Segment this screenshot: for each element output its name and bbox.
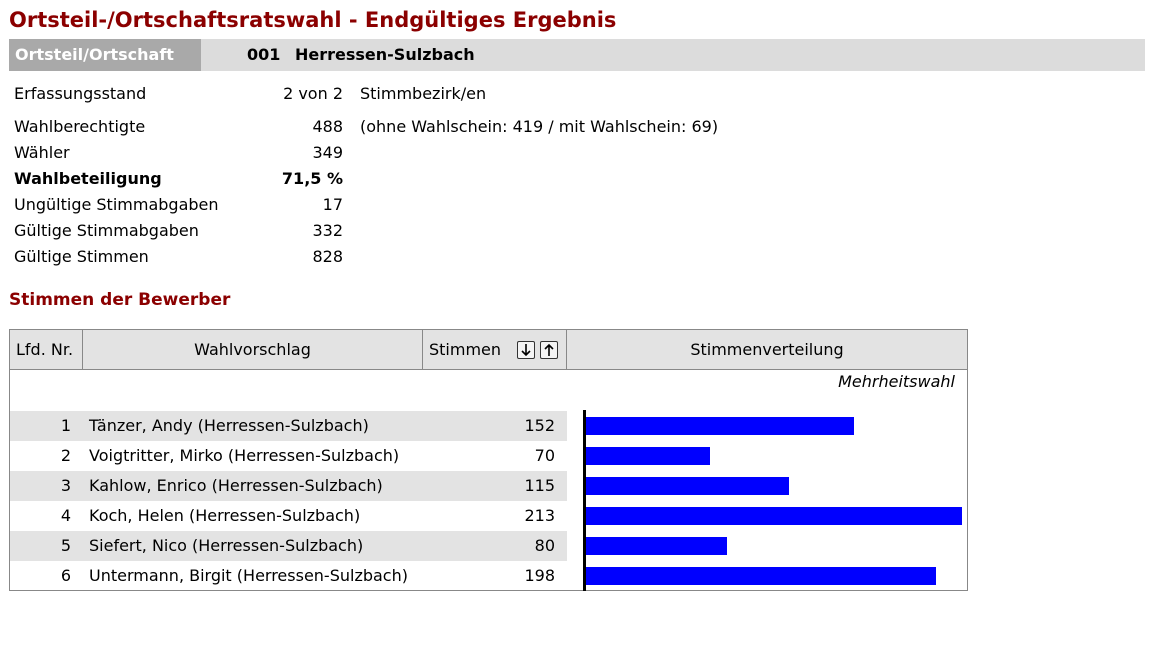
column-header-wahlvorschlag: Wahlvorschlag [83, 330, 423, 370]
stat-label-erfassungsstand: Erfassungsstand [14, 84, 147, 103]
row-number: 2 [60, 446, 71, 465]
row-number: 4 [60, 506, 71, 525]
vote-bar [586, 537, 727, 555]
vote-bar [586, 417, 854, 435]
table-row: 6 Untermann, Birgit (Herressen-Sulzbach)… [10, 561, 567, 591]
row-number: 5 [60, 536, 71, 555]
sort-descending-icon[interactable] [517, 341, 535, 359]
stat-value-wahlberechtigte: 488 [312, 117, 343, 136]
vote-bar [586, 567, 936, 585]
column-header-lfd: Lfd. Nr. [10, 330, 83, 370]
stat-value-gueltige-abgaben: 332 [312, 221, 343, 240]
section-title: Stimmen der Bewerber [9, 290, 231, 310]
district-name: Herressen-Sulzbach [295, 45, 475, 64]
vote-bar [586, 447, 710, 465]
stat-label-gueltige-abgaben: Gültige Stimmabgaben [14, 221, 199, 240]
stat-value-wahlbeteiligung: 71,5 % [281, 169, 343, 188]
candidate-name: Voigtritter, Mirko (Herressen-Sulzbach) [89, 446, 400, 465]
stat-value-erfassungsstand: 2 von 2 [283, 84, 343, 103]
stat-value-ungueltige: 17 [322, 195, 343, 214]
results-table: Lfd. Nr. Wahlvorschlag Stimmen Stimmenve… [9, 329, 968, 591]
candidate-name: Untermann, Birgit (Herressen-Sulzbach) [89, 566, 408, 585]
column-header-stimmen-label: Stimmen [429, 340, 502, 359]
vote-bar [586, 507, 962, 525]
stat-label-wahlberechtigte: Wahlberechtigte [14, 117, 146, 136]
candidate-votes: 213 [524, 506, 555, 525]
stat-label-ungueltige: Ungültige Stimmabgaben [14, 195, 219, 214]
candidate-name: Kahlow, Enrico (Herressen-Sulzbach) [89, 476, 383, 495]
candidate-name: Siefert, Nico (Herressen-Sulzbach) [89, 536, 364, 555]
district-label: Ortsteil/Ortschaft [9, 39, 201, 71]
election-method-label: Mehrheitswahl [838, 372, 955, 391]
column-header-stimmen: Stimmen [423, 330, 567, 370]
row-number: 6 [60, 566, 71, 585]
stat-label-wahlbeteiligung: Wahlbeteiligung [14, 169, 162, 188]
table-row: 3 Kahlow, Enrico (Herressen-Sulzbach) 11… [10, 471, 567, 501]
table-row: 5 Siefert, Nico (Herressen-Sulzbach) 80 [10, 531, 567, 561]
vote-bar [586, 477, 789, 495]
candidate-name: Tänzer, Andy (Herressen-Sulzbach) [89, 416, 369, 435]
table-row: 2 Voigtritter, Mirko (Herressen-Sulzbach… [10, 441, 567, 471]
candidate-name: Koch, Helen (Herressen-Sulzbach) [89, 506, 361, 525]
row-number: 1 [60, 416, 71, 435]
row-number: 3 [60, 476, 71, 495]
stat-value-gueltige-stimmen: 828 [312, 247, 343, 266]
candidate-votes: 152 [524, 416, 555, 435]
stat-value-waehler: 349 [312, 143, 343, 162]
stat-note-wahlschein: (ohne Wahlschein: 419 / mit Wahlschein: … [360, 117, 719, 136]
sort-ascending-icon[interactable] [540, 341, 558, 359]
table-row: 1 Tänzer, Andy (Herressen-Sulzbach) 152 [10, 411, 567, 441]
stat-label-waehler: Wähler [14, 143, 70, 162]
column-header-stimmenverteilung: Stimmenverteilung [567, 330, 967, 370]
table-row: 4 Koch, Helen (Herressen-Sulzbach) 213 [10, 501, 567, 531]
district-header: Ortsteil/Ortschaft 001 Herressen-Sulzbac… [9, 39, 1145, 71]
candidate-votes: 198 [524, 566, 555, 585]
stat-note-stimmbezirke: Stimmbezirk/en [360, 84, 487, 103]
candidate-votes: 70 [534, 446, 555, 465]
page-title: Ortsteil-/Ortschaftsratswahl - Endgültig… [9, 8, 617, 32]
district-code: 001 [247, 45, 281, 64]
stat-label-gueltige-stimmen: Gültige Stimmen [14, 247, 149, 266]
candidate-votes: 80 [534, 536, 555, 555]
chart-axis-line [583, 410, 586, 591]
candidate-votes: 115 [524, 476, 555, 495]
